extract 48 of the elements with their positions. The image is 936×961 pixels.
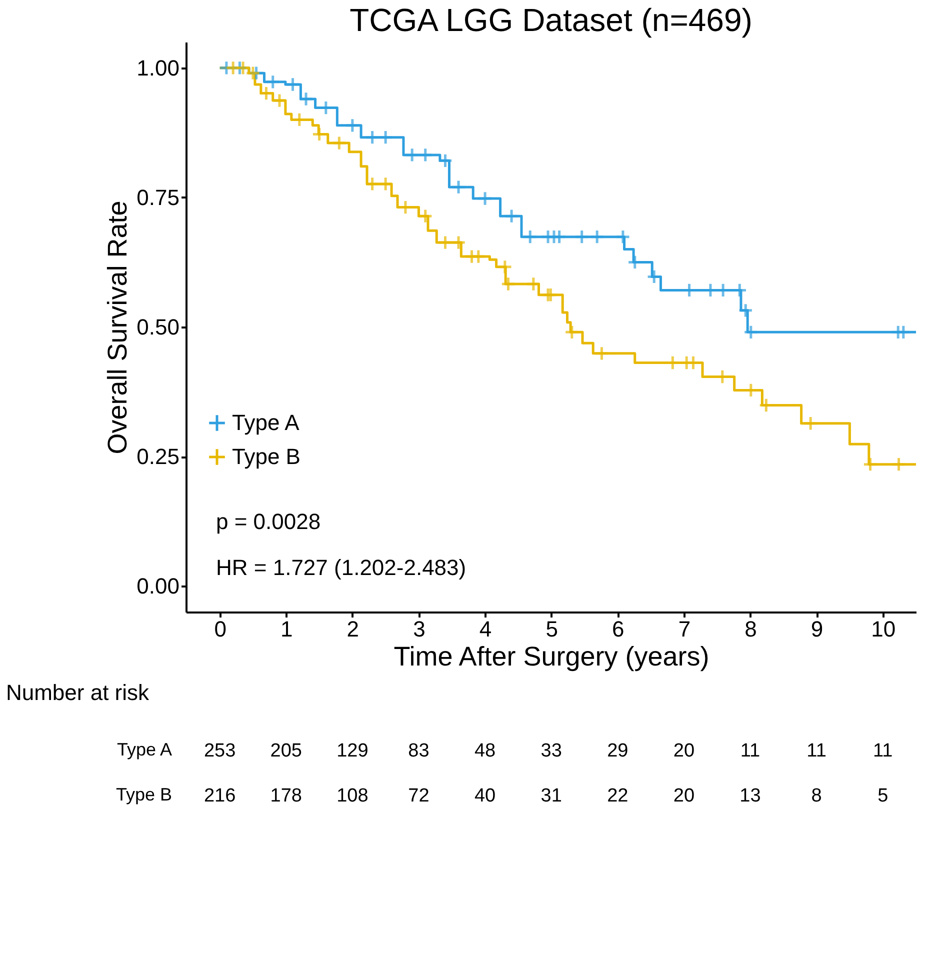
y-tick-label: 1.00	[136, 55, 180, 80]
y-tick-label: 0.25	[136, 444, 180, 470]
text: 13	[740, 786, 761, 807]
y-axis-title: Overall Survival Rate	[102, 200, 133, 454]
legend-label: Type A	[232, 410, 300, 435]
text: Type B	[116, 784, 172, 805]
text: Type A	[116, 739, 172, 760]
text: 40	[474, 786, 496, 807]
legend-label: Type B	[232, 444, 300, 469]
x-tick-label: 8	[744, 616, 757, 642]
text: 11	[872, 740, 893, 762]
text: 72	[408, 786, 430, 807]
text: 31	[540, 786, 562, 807]
text: 129	[336, 740, 368, 762]
x-tick-label: 7	[678, 616, 691, 642]
x-tick-label: 0	[214, 616, 226, 642]
text: 178	[270, 786, 302, 807]
x-tick-label: 10	[871, 616, 896, 642]
text: 22	[607, 786, 628, 807]
x-tick-label: 5	[546, 616, 558, 642]
text: 253	[204, 740, 236, 762]
text: 205	[270, 740, 302, 762]
annotation: p = 0.0028	[216, 509, 321, 534]
x-axis-title: Time After Surgery (years)	[394, 642, 710, 672]
x-tick-label: 1	[280, 616, 293, 642]
text: 20	[673, 740, 695, 762]
text: 48	[474, 740, 496, 762]
y-tick-label: 0.00	[136, 574, 180, 599]
x-tick-label: 4	[479, 616, 492, 642]
text: 29	[607, 740, 628, 762]
x-tick-label: 2	[346, 616, 360, 642]
x-tick-label: 6	[612, 616, 624, 642]
text: 83	[408, 740, 430, 762]
text: 33	[540, 740, 562, 762]
text: 11	[806, 740, 826, 762]
annotation: HR = 1.727 (1.202-2.483)	[216, 555, 466, 580]
text: 216	[204, 786, 236, 807]
y-tick-label: 0.50	[136, 314, 180, 340]
text: 108	[336, 786, 368, 807]
chart-title: TCGA LGG Dataset (n=469)	[350, 2, 752, 38]
text: Number at risk	[6, 680, 150, 705]
text: 5	[878, 786, 888, 807]
text: 11	[740, 740, 760, 762]
y-tick-label: 0.75	[136, 184, 180, 210]
x-tick-label: 3	[413, 616, 426, 642]
x-tick-label: 9	[810, 616, 824, 642]
text: 20	[673, 786, 695, 807]
text: 8	[811, 786, 822, 807]
